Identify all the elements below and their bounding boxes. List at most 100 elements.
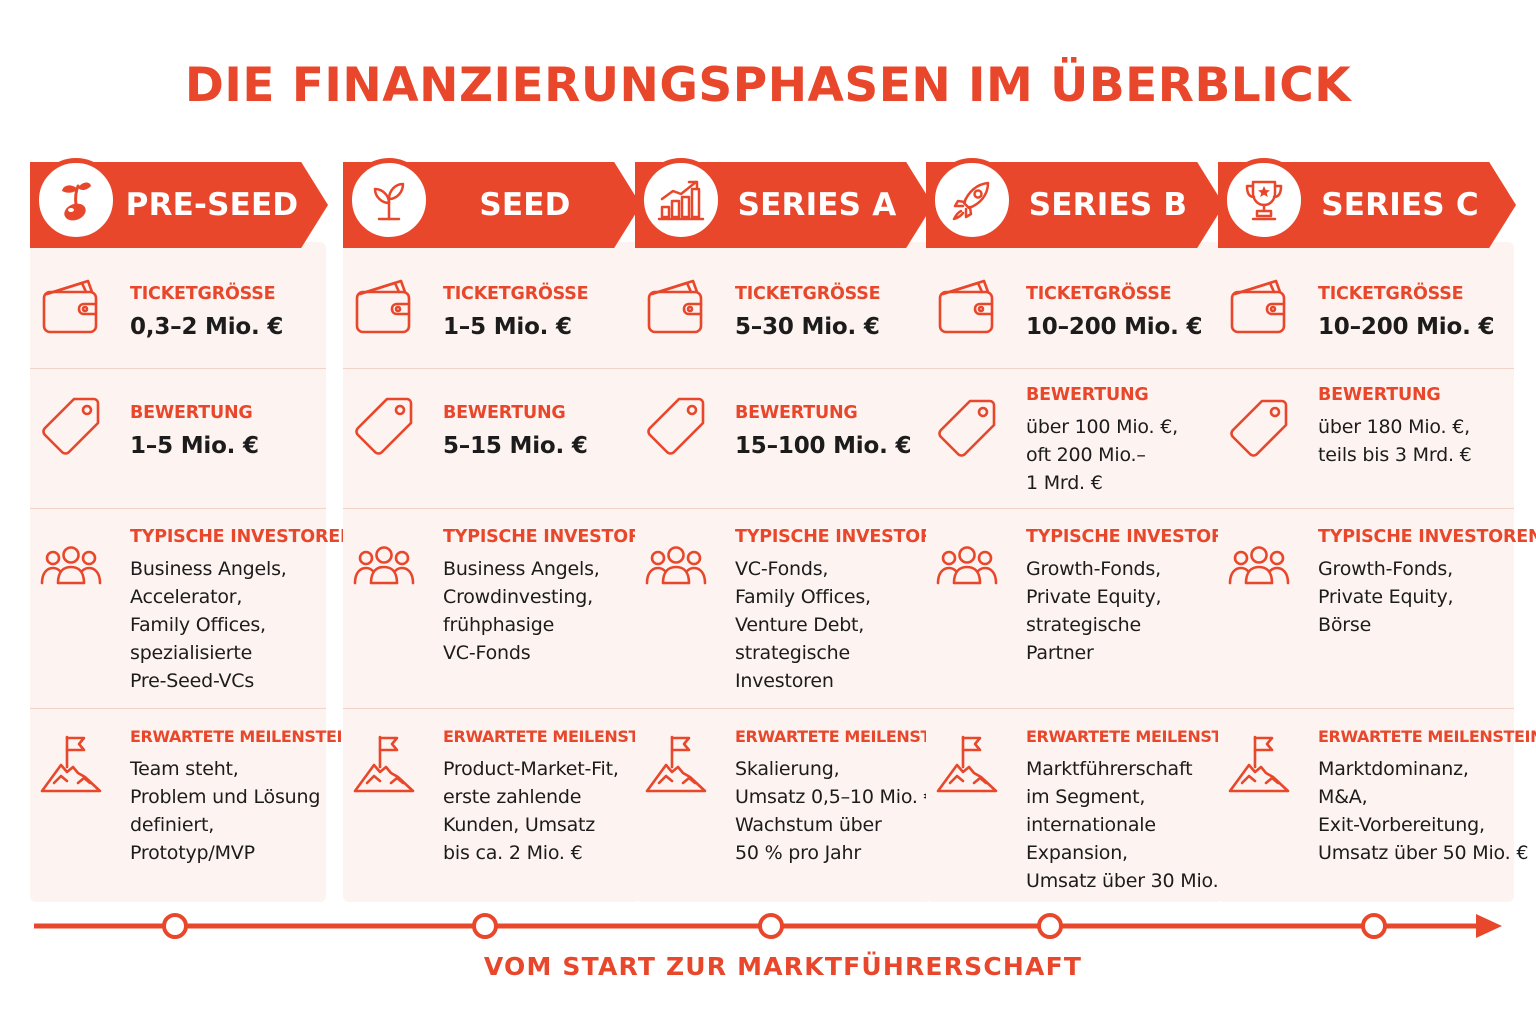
- ticket-value: 5–30 Mio. €: [735, 312, 880, 342]
- mountain-flag-icon: [351, 731, 417, 797]
- mountain-flag-icon: [38, 731, 104, 797]
- timeline-node-series-c: [1361, 913, 1387, 939]
- investors-value-line: frühphasige: [443, 614, 555, 636]
- investors-value: Growth-Fonds, Private Equity, Börse: [1318, 555, 1454, 639]
- milestones-value-line: Marktdominanz,: [1318, 758, 1469, 780]
- valuation-label: BEWERTUNG: [1026, 385, 1149, 405]
- milestones-value-line: Marktführerschaft: [1026, 758, 1193, 780]
- milestones-value-line: Expansion,: [1026, 842, 1128, 864]
- price-tag-icon: [643, 393, 709, 459]
- valuation-section: BEWERTUNG über 180 Mio. €, teils bis 3 Mr…: [1218, 368, 1514, 509]
- milestones-value-line: Kunden, Umsatz: [443, 814, 596, 836]
- milestones-section: ERWARTETE MEILENSTEINE Marktführerschaft…: [926, 708, 1262, 903]
- people-group-icon: [38, 535, 104, 601]
- investors-value-line: Business Angels,: [130, 558, 287, 580]
- investors-section: TYPISCHE INVESTOREN Business Angels, Crow…: [343, 508, 668, 709]
- valuation-value-line: 1–5 Mio. €: [130, 433, 259, 459]
- ticket-value-line: 0,3–2 Mio. €: [130, 314, 284, 340]
- milestones-label: ERWARTETE MEILENSTEINE: [1026, 727, 1262, 746]
- milestones-value-line: Umsatz über 30 Mio. €: [1026, 870, 1237, 892]
- investors-value-line: strategische: [735, 642, 850, 664]
- mountain-flag-icon: [934, 731, 1000, 797]
- tagline: VOM START ZUR MARKTFÜHRERSCHAFT: [483, 952, 1083, 981]
- milestones-value-line: Umsatz 0,5–10 Mio. €,: [735, 786, 942, 808]
- investors-value-line: Accelerator,: [130, 586, 243, 608]
- phase-column-series-a: TICKETGRÖSSE 5–30 Mio. € BEWERTUNG 15–10…: [635, 158, 971, 903]
- investors-section: TYPISCHE INVESTOREN VC-Fonds, Family Offi…: [635, 508, 960, 709]
- ticket-label: TICKETGRÖSSE: [130, 284, 276, 304]
- investors-value-line: Private Equity,: [1026, 586, 1162, 608]
- milestones-section: ERWARTETE MEILENSTEINE Marktdominanz, M&A…: [1218, 708, 1536, 903]
- phase-name: SERIES A: [737, 187, 897, 223]
- milestones-value-line: im Segment,: [1026, 786, 1146, 808]
- timeline-node-pre-seed: [162, 913, 188, 939]
- phase-column-seed: TICKETGRÖSSE 1–5 Mio. € BEWERTUNG 5–15 M…: [343, 158, 679, 903]
- investors-value: Growth-Fonds, Private Equity, strategische…: [1026, 555, 1162, 667]
- timeline: [34, 913, 1502, 939]
- milestones-value-line: Wachstum über: [735, 814, 882, 836]
- milestones-label: ERWARTETE MEILENSTEINE: [443, 727, 679, 746]
- valuation-value-line: oft 200 Mio.–: [1026, 444, 1146, 466]
- investors-value: VC-Fonds, Family Offices, Venture Debt, str…: [735, 555, 871, 695]
- investors-label: TYPISCHE INVESTOREN: [1026, 527, 1251, 547]
- people-group-icon: [1226, 535, 1292, 601]
- seedling-icon: [347, 158, 431, 242]
- wallet-icon: [38, 274, 104, 340]
- valuation-label: BEWERTUNG: [443, 403, 566, 423]
- investors-value-line: strategische: [1026, 614, 1141, 636]
- valuation-value-line: teils bis 3 Mrd. €: [1318, 444, 1472, 466]
- valuation-value: 1–5 Mio. €: [130, 431, 259, 461]
- valuation-label: BEWERTUNG: [1318, 385, 1441, 405]
- phase-card: TICKETGRÖSSE 1–5 Mio. € BEWERTUNG 5–15 M…: [343, 242, 679, 903]
- valuation-value-line: über 100 Mio. €,: [1026, 416, 1178, 438]
- investors-value-line: VC-Fonds,: [735, 558, 829, 580]
- valuation-value-line: 15–100 Mio. €: [735, 433, 912, 459]
- milestones-label: ERWARTETE MEILENSTEINE: [130, 727, 366, 746]
- valuation-value-line: 1 Mrd. €: [1026, 472, 1103, 494]
- ticket-section: TICKETGRÖSSE 10–200 Mio. €: [1218, 242, 1514, 368]
- milestones-value: Marktführerschaft im Segment, internationa…: [1026, 755, 1236, 895]
- milestones-section: ERWARTETE MEILENSTEINE Product-Market-Fi…: [343, 708, 679, 903]
- wallet-icon: [1226, 274, 1292, 340]
- people-group-icon: [351, 535, 417, 601]
- investors-value-line: Family Offices,: [130, 614, 266, 636]
- milestones-value-line: Exit-Vorbereitung,: [1318, 814, 1485, 836]
- ticket-value-line: 5–30 Mio. €: [735, 314, 880, 340]
- ticket-value-line: 10–200 Mio. €: [1026, 314, 1203, 340]
- investors-section: TYPISCHE INVESTOREN Growth-Fonds, Private…: [926, 508, 1251, 709]
- milestones-value-line: bis ca. 2 Mio. €: [443, 842, 583, 864]
- investors-value-line: Investoren: [735, 670, 834, 692]
- ticket-label: TICKETGRÖSSE: [1318, 284, 1464, 304]
- milestones-value: Team steht, Problem und Lösung definiert, P…: [130, 755, 320, 867]
- investors-value-line: spezialisierte: [130, 642, 253, 664]
- ticket-section: TICKETGRÖSSE 10–200 Mio. €: [926, 242, 1222, 368]
- milestones-value: Marktdominanz, M&A, Exit-Vorbereitung, Umsa…: [1318, 755, 1528, 867]
- wallet-icon: [351, 274, 417, 340]
- timeline-node-series-b: [1037, 913, 1063, 939]
- phase-card: TICKETGRÖSSE 5–30 Mio. € BEWERTUNG 15–10…: [635, 242, 971, 903]
- ticket-value: 10–200 Mio. €: [1318, 312, 1494, 342]
- timeline-arrowhead: [1476, 914, 1502, 938]
- ticket-value-line: 10–200 Mio. €: [1318, 314, 1495, 340]
- phase-name: SERIES C: [1321, 187, 1479, 223]
- milestones-value-line: Product-Market-Fit,: [443, 758, 619, 780]
- phase-card: TICKETGRÖSSE 10–200 Mio. € BEWERTUNG übe…: [1218, 242, 1536, 903]
- price-tag-icon: [351, 393, 417, 459]
- ticket-value: 10–200 Mio. €: [1026, 312, 1202, 342]
- phase-card: TICKETGRÖSSE 10–200 Mio. € BEWERTUNG übe…: [926, 242, 1262, 903]
- phase-column-pre-seed: TICKETGRÖSSE 0,3–2 Mio. € BEWERTUNG 1–5 …: [30, 158, 366, 903]
- price-tag-icon: [1226, 395, 1292, 461]
- valuation-section: BEWERTUNG 5–15 Mio. €: [343, 368, 639, 509]
- valuation-section: BEWERTUNG über 100 Mio. €, oft 200 Mio.– 1…: [926, 368, 1222, 509]
- price-tag-icon: [38, 393, 104, 459]
- investors-value-line: Partner: [1026, 642, 1094, 664]
- ticket-value: 1–5 Mio. €: [443, 312, 572, 342]
- milestones-value-line: definiert,: [130, 814, 215, 836]
- milestones-section: ERWARTETE MEILENSTEINE Skalierung, Umsatz…: [635, 708, 971, 903]
- investors-value-line: Pre-Seed-VCs: [130, 670, 255, 692]
- milestones-section: ERWARTETE MEILENSTEINE Team steht, Proble…: [30, 708, 366, 903]
- valuation-value-line: 5–15 Mio. €: [443, 433, 588, 459]
- ticket-label: TICKETGRÖSSE: [735, 284, 881, 304]
- valuation-label: BEWERTUNG: [735, 403, 858, 423]
- mountain-flag-icon: [1226, 731, 1292, 797]
